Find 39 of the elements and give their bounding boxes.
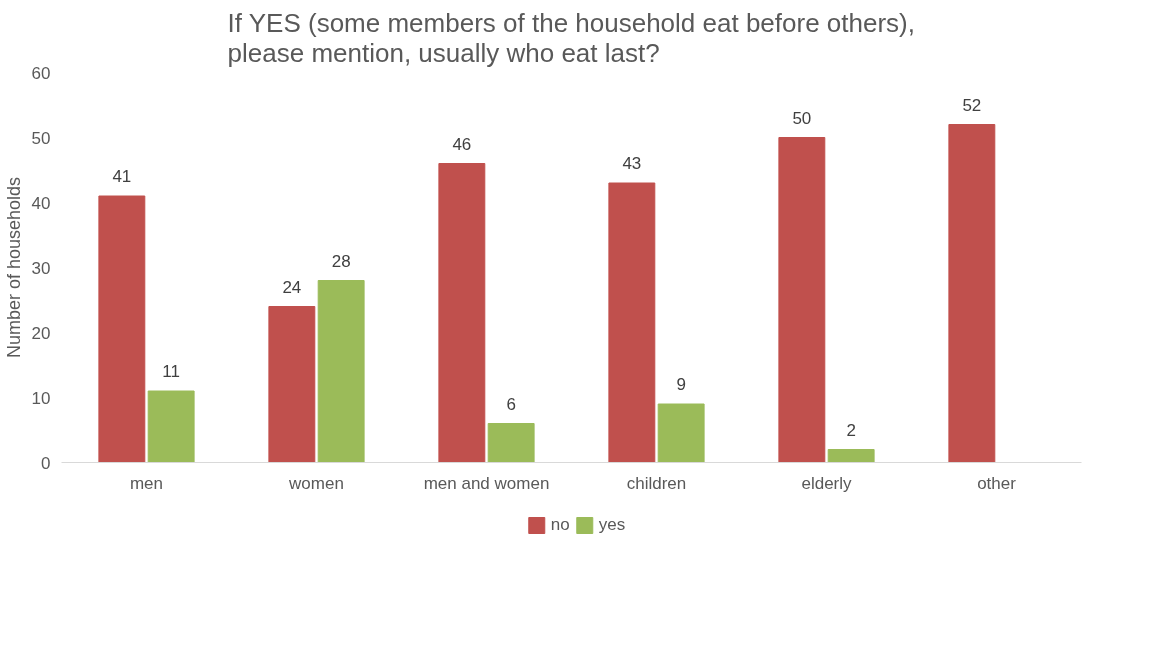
x-tick-label: other: [977, 473, 1017, 493]
data-label: 46: [452, 134, 472, 154]
data-label: 28: [331, 251, 351, 271]
bar: [827, 449, 875, 463]
bar: [948, 124, 996, 463]
bar: [608, 182, 656, 463]
x-tick-label: elderly: [801, 473, 853, 493]
data-label: 24: [282, 277, 302, 297]
chart-title: If YES (some members of the household eat before others), please mention, usually who eat last?: [227, 7, 915, 68]
x-tick-label: women: [288, 473, 344, 493]
bar: [268, 306, 316, 463]
bar: [438, 163, 486, 463]
y-tick-label: 30: [31, 258, 51, 278]
x-tick-label: men and women: [423, 473, 550, 493]
y-tick-label: 40: [31, 193, 51, 213]
legend-label: yes: [598, 515, 626, 535]
data-label: 52: [962, 95, 982, 115]
y-tick-label: 0: [41, 453, 51, 473]
bar: [657, 403, 705, 463]
x-tick-label: children: [626, 473, 687, 493]
data-label: 50: [792, 108, 812, 128]
bar: [317, 280, 365, 463]
bar: [487, 423, 535, 463]
y-tick-label: 20: [31, 323, 51, 343]
y-axis-title: Number of households: [3, 176, 24, 359]
y-tick-label: 60: [31, 63, 51, 83]
bar: [98, 195, 146, 463]
data-label: 2: [846, 420, 856, 440]
y-tick-label: 10: [31, 388, 51, 408]
data-label: 9: [676, 375, 686, 394]
bar: [778, 137, 826, 463]
y-tick-label: 50: [31, 128, 51, 148]
data-label: 11: [162, 362, 180, 381]
x-tick-label: men: [129, 473, 164, 493]
data-label: 41: [112, 167, 132, 186]
data-label: 6: [506, 394, 516, 414]
data-label: 43: [622, 154, 642, 173]
bar: [147, 390, 195, 463]
legend-label: no: [550, 515, 571, 535]
